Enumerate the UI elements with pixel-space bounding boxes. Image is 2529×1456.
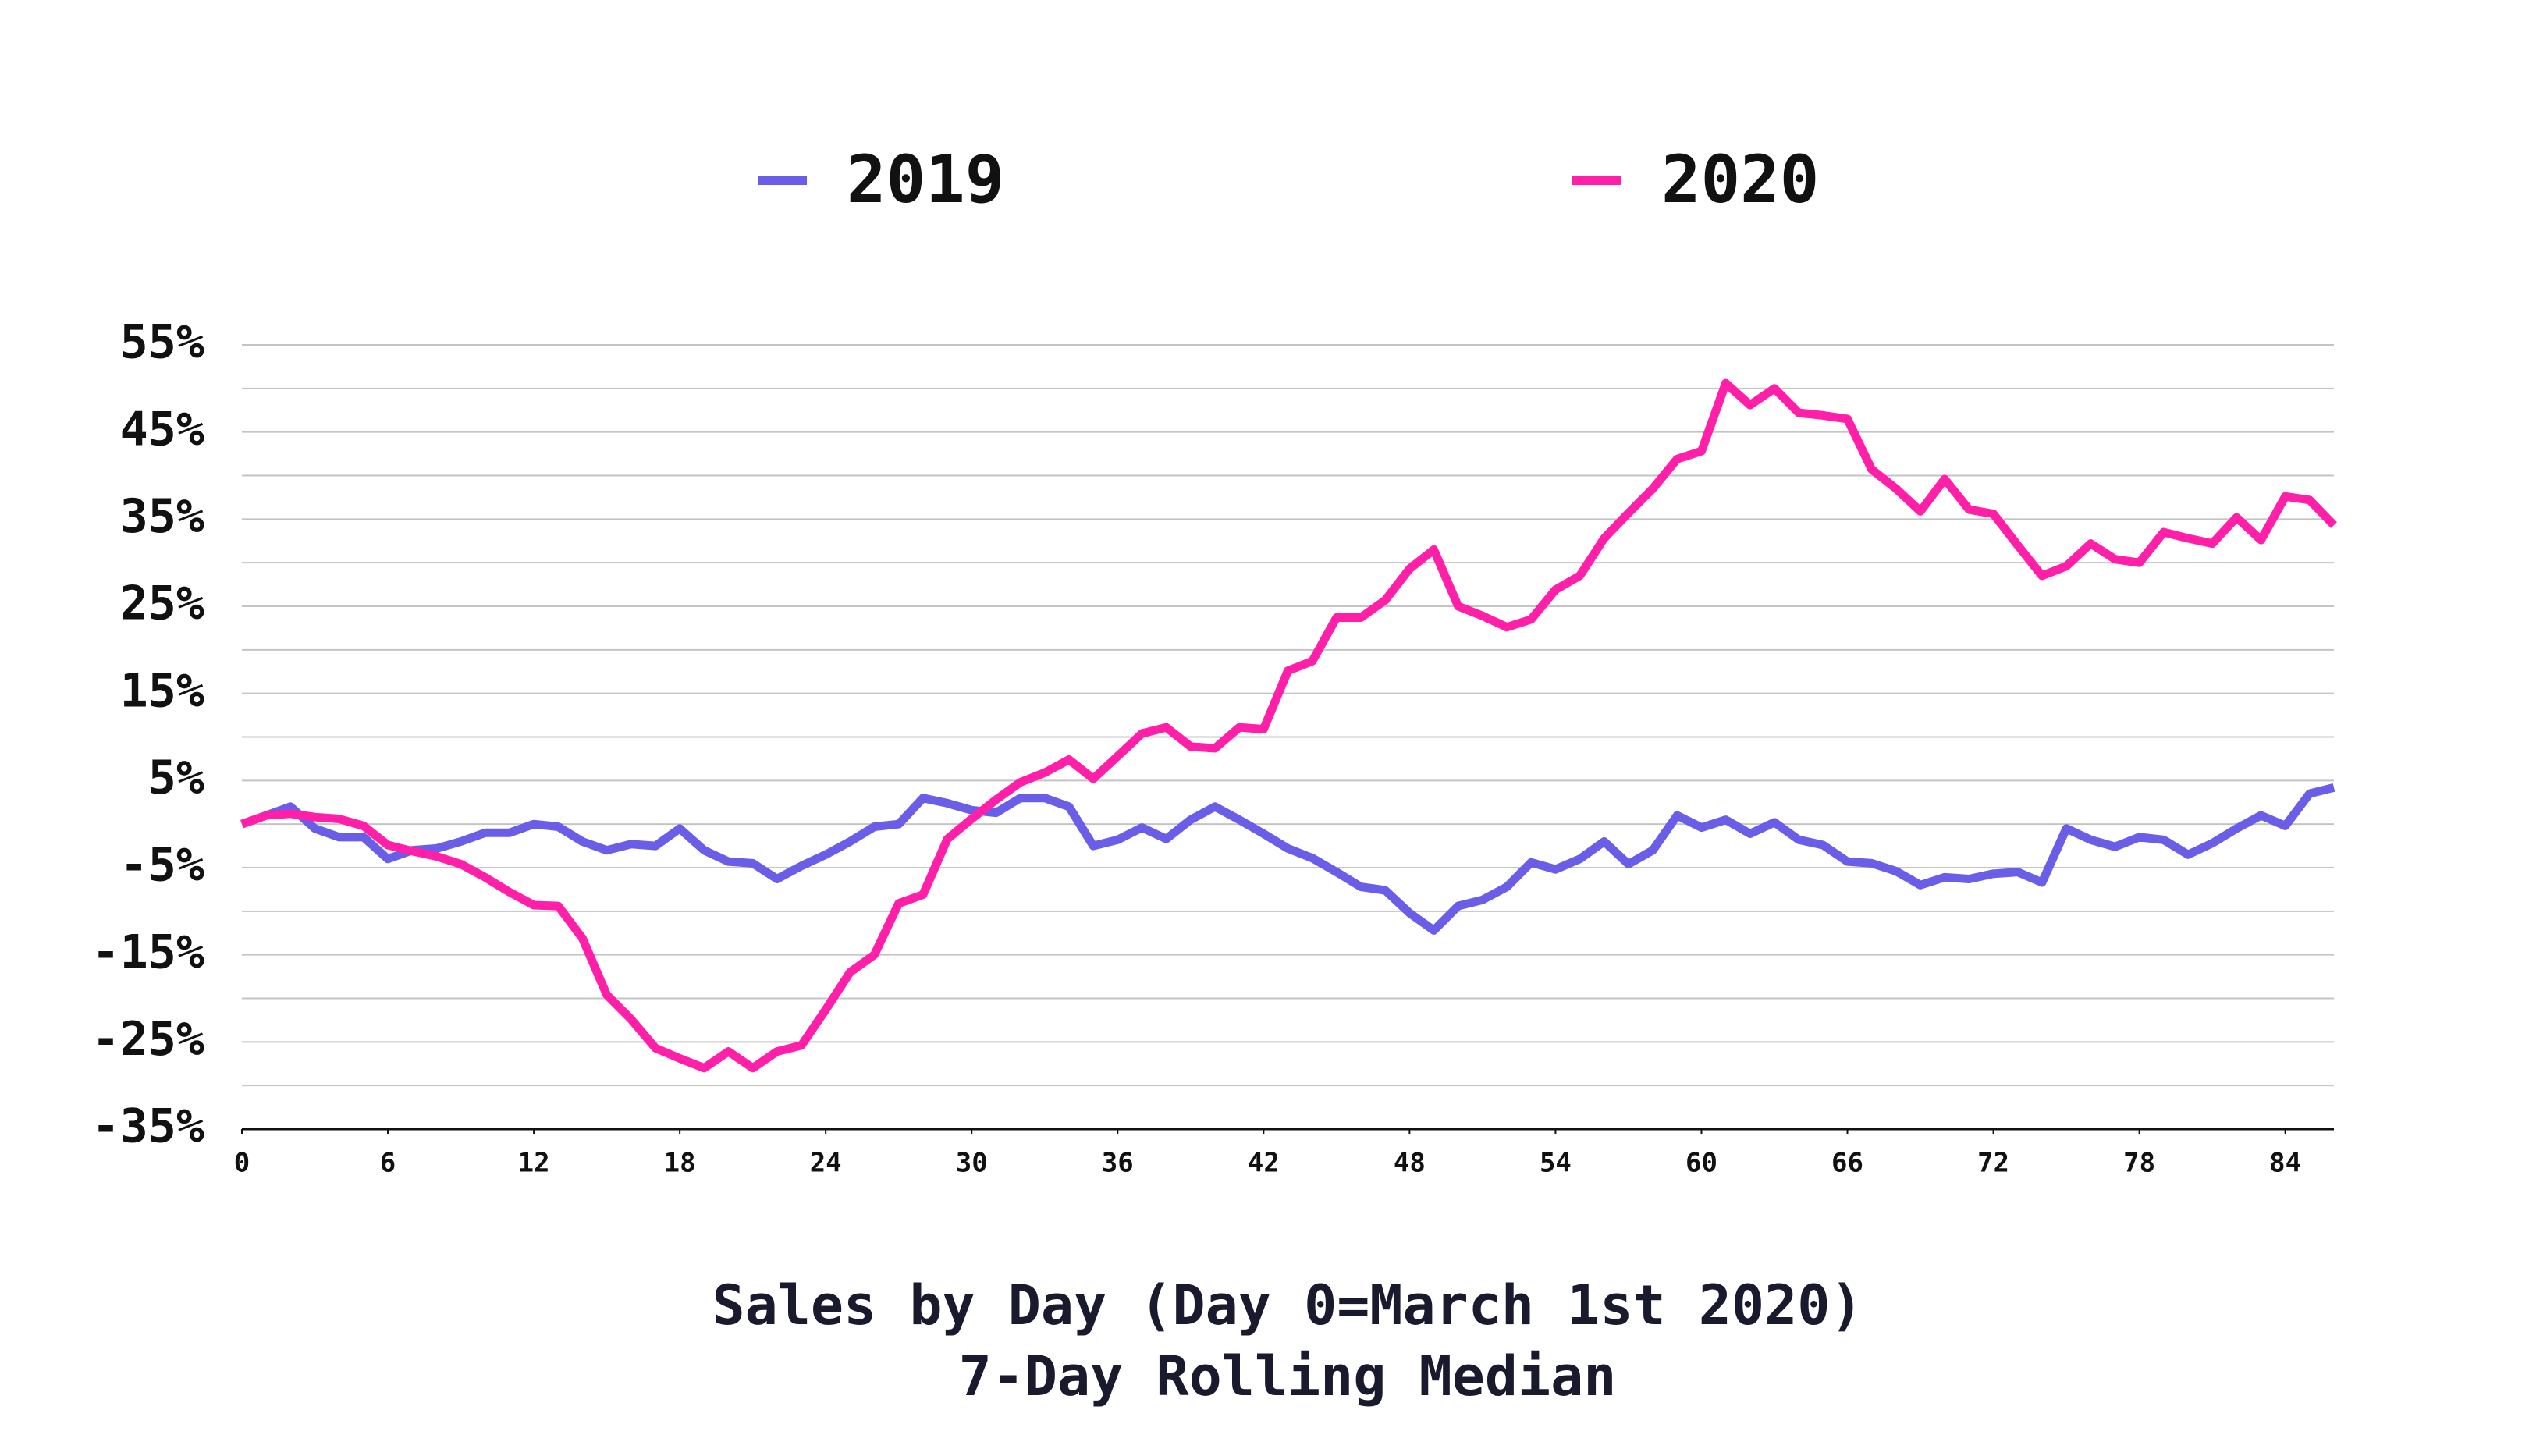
- y-tick-label: -25%: [92, 1012, 205, 1067]
- x-tick-label: 66: [1831, 1148, 1863, 1179]
- y-tick-label: 55%: [120, 315, 204, 370]
- x-tick-label: 6: [380, 1148, 396, 1179]
- x-tick-label: 18: [664, 1148, 696, 1179]
- series-line: [240, 783, 2335, 935]
- legend-label: 2020: [1661, 141, 1819, 218]
- chart-subtitle: 7-Day Rolling Median: [959, 1344, 1617, 1408]
- y-tick-label: 35%: [120, 489, 204, 544]
- y-tick-label: -35%: [92, 1099, 205, 1154]
- y-tick-label: 25%: [120, 577, 204, 631]
- y-tick-label: 5%: [148, 751, 204, 805]
- y-tick-label: -15%: [92, 925, 205, 979]
- y-tick-label: 45%: [120, 402, 204, 456]
- x-tick-label: 36: [1102, 1148, 1134, 1179]
- x-tick-label: 84: [2269, 1148, 2301, 1179]
- x-tick-label: 54: [1540, 1148, 1572, 1179]
- series-line: [240, 378, 2337, 1073]
- x-tick-label: 0: [234, 1148, 250, 1179]
- x-tick-label: 24: [810, 1148, 842, 1179]
- x-tick-label: 42: [1248, 1148, 1280, 1179]
- x-tick-label: 12: [518, 1148, 550, 1179]
- x-tick-label: 48: [1394, 1148, 1426, 1179]
- x-tick-label: 30: [956, 1148, 988, 1179]
- x-tick-label: 72: [1977, 1148, 2009, 1179]
- chart-title: Sales by Day (Day 0=March 1st 2020): [712, 1273, 1863, 1337]
- y-tick-label: 15%: [120, 663, 204, 718]
- legend-label: 2019: [847, 141, 1004, 218]
- x-tick-label: 78: [2123, 1148, 2155, 1179]
- x-tick-label: 60: [1685, 1148, 1717, 1179]
- y-tick-label: -5%: [120, 838, 204, 893]
